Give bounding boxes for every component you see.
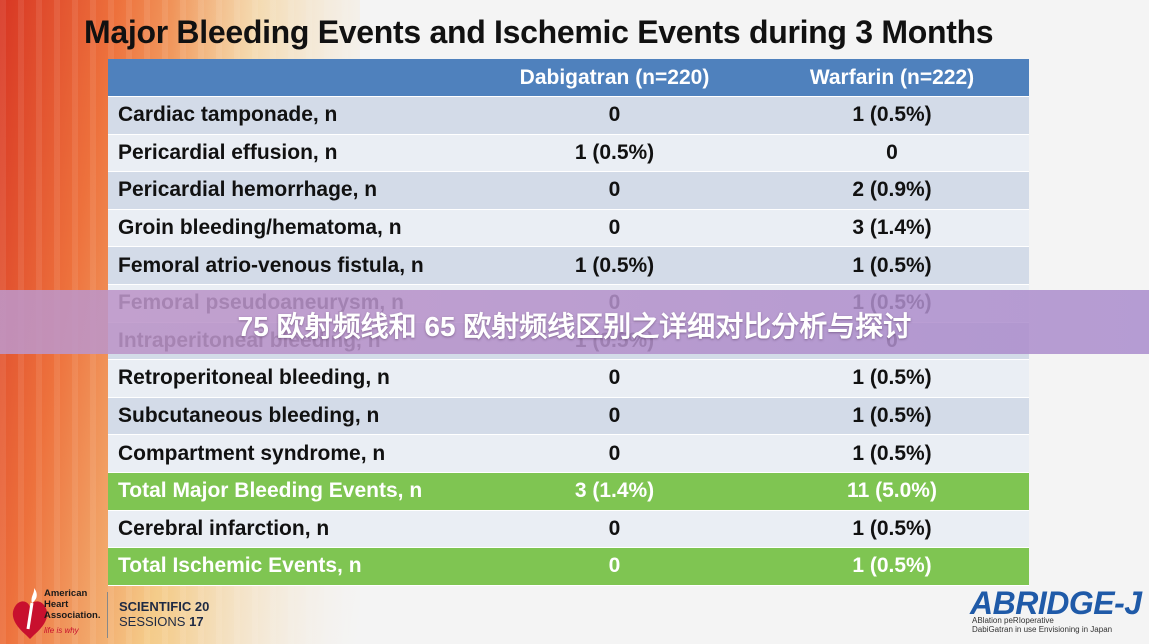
row-label: Femoral atrio-venous fistula, n [108, 246, 474, 285]
dabigatran-value: 1 (0.5%) [474, 134, 755, 173]
abridge-logo: ABRIDGE-J [970, 585, 1142, 621]
row-label: Cardiac tamponade, n [108, 96, 474, 135]
aha-name-line1: American [44, 588, 88, 599]
dabigatran-value: 1 (0.5%) [474, 246, 755, 285]
table-header-row: Dabigatran (n=220) Warfarin (n=222) [108, 59, 1029, 97]
abridge-sub-line2: DabiGatran in use Envisioning in Japan [972, 625, 1113, 634]
dabigatran-value: 0 [474, 171, 755, 210]
warfarin-value: 1 (0.5%) [755, 547, 1029, 586]
row-label: Retroperitoneal bleeding, n [108, 359, 474, 398]
aha-name-line3: Association. [44, 610, 101, 621]
scientific-sessions-logo: SCIENTIFIC 20 SESSIONS 17 [119, 599, 209, 629]
warfarin-value: 1 (0.5%) [755, 397, 1029, 436]
row-label: Total Major Bleeding Events, n [108, 472, 474, 511]
aha-name: American Heart Association. [44, 588, 101, 621]
dabigatran-value: 0 [474, 397, 755, 436]
warfarin-value: 1 (0.5%) [755, 246, 1029, 285]
sessions-num-top: 20 [194, 599, 210, 614]
header-dabigatran: Dabigatran (n=220) [474, 59, 755, 97]
warfarin-value: 0 [755, 134, 1029, 173]
row-label: Groin bleeding/hematoma, n [108, 209, 474, 248]
dabigatran-value: 0 [474, 434, 755, 473]
abridge-sub-line1: ABlation peRIoperative [972, 616, 1054, 625]
sessions-line2: SESSIONS [119, 614, 186, 629]
aha-heart-torch-icon [12, 588, 48, 639]
warfarin-value: 3 (1.4%) [755, 209, 1029, 248]
dabigatran-value: 3 (1.4%) [474, 472, 755, 511]
warfarin-value: 2 (0.9%) [755, 171, 1029, 210]
warfarin-value: 1 (0.5%) [755, 510, 1029, 549]
dabigatran-value: 0 [474, 359, 755, 398]
row-label: Compartment syndrome, n [108, 434, 474, 473]
header-warfarin: Warfarin (n=222) [755, 59, 1029, 97]
row-label: Cerebral infarction, n [108, 510, 474, 549]
dabigatran-value: 0 [474, 209, 755, 248]
sessions-num-bottom: 17 [189, 614, 204, 629]
dabigatran-value: 0 [474, 96, 755, 135]
warfarin-value: 1 (0.5%) [755, 434, 1029, 473]
row-label: Pericardial hemorrhage, n [108, 171, 474, 210]
row-label: Total Ischemic Events, n [108, 547, 474, 586]
aha-name-line2: Heart [44, 599, 69, 610]
row-label: Pericardial effusion, n [108, 134, 474, 173]
overlay-banner-text: 75 欧射频线和 65 欧射频线区别之详细对比分析与探讨 [237, 311, 912, 342]
row-label: Subcutaneous bleeding, n [108, 397, 474, 436]
abridge-subtitle: ABlation peRIoperative DabiGatran in use… [972, 616, 1112, 634]
header-event [108, 59, 474, 97]
warfarin-value: 11 (5.0%) [755, 472, 1029, 511]
overlay-banner [0, 290, 1149, 354]
slide-title: Major Bleeding Events and Ischemic Event… [84, 14, 994, 50]
warfarin-value: 1 (0.5%) [755, 359, 1029, 398]
dabigatran-value: 0 [474, 547, 755, 586]
dabigatran-value: 0 [474, 510, 755, 549]
warfarin-value: 1 (0.5%) [755, 96, 1029, 135]
aha-tagline: life is why [44, 626, 79, 635]
sessions-line1: SCIENTIFIC [119, 599, 192, 614]
footer-divider [107, 592, 108, 638]
